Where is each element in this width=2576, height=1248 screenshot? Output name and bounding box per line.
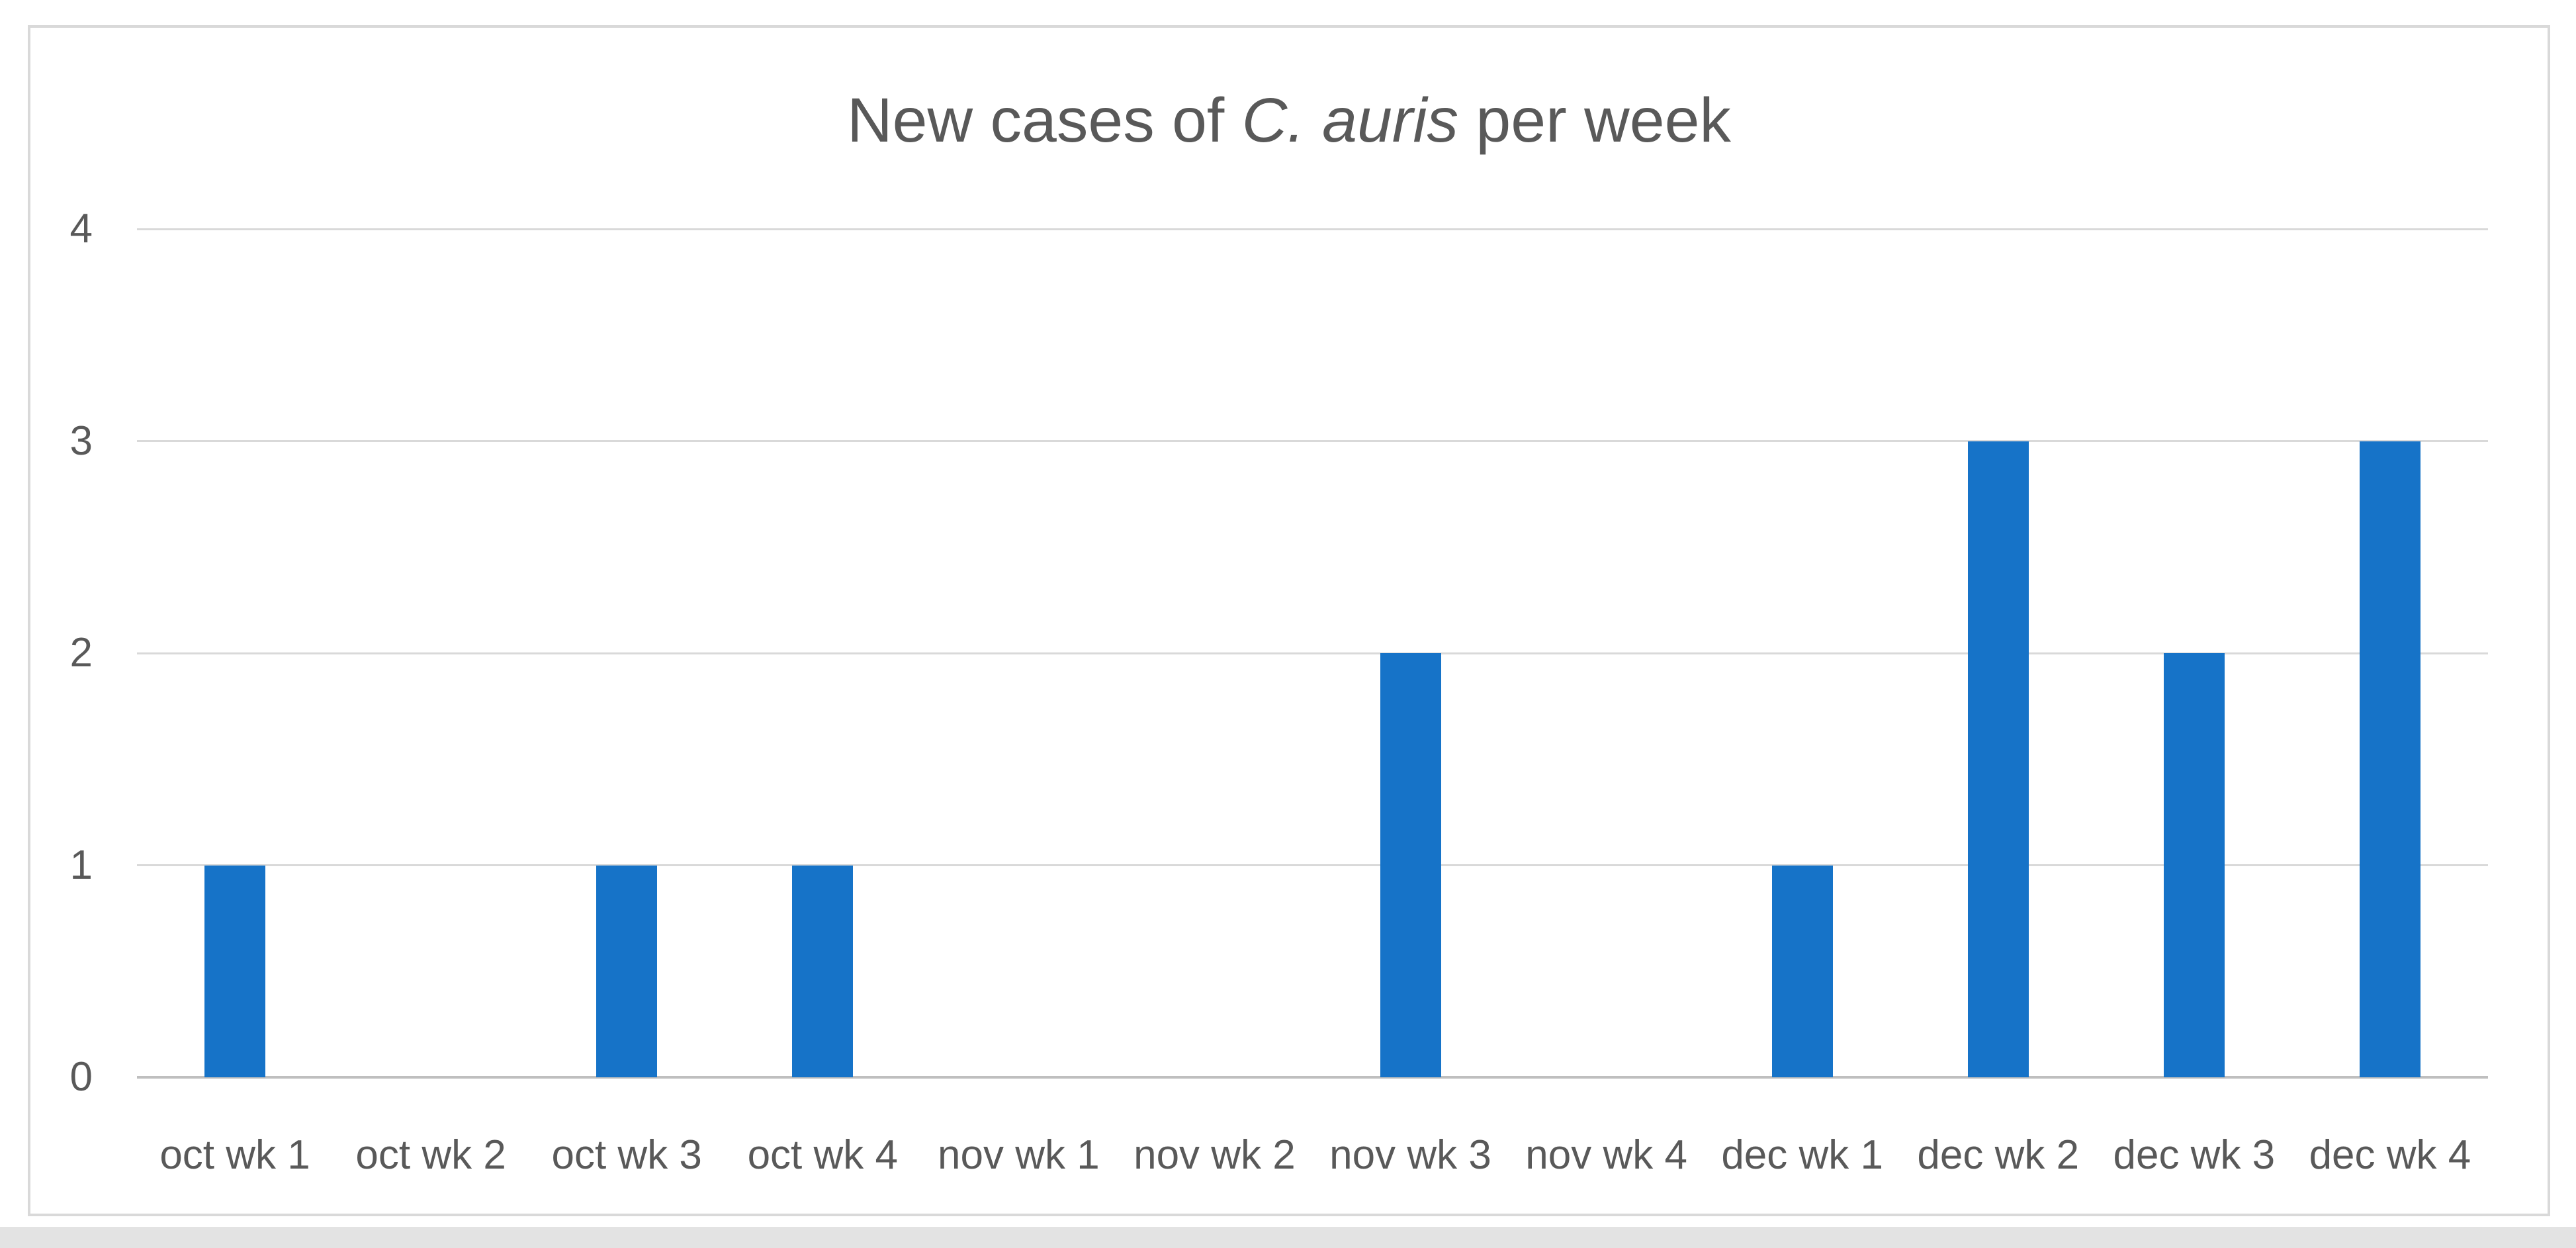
x-tick-label-oct-wk-2: oct wk 2 — [355, 1132, 506, 1178]
y-tick-label-3: 3 — [69, 418, 93, 464]
chart-title-suffix: per week — [1458, 85, 1731, 156]
x-tick-label-dec-wk-2: dec wk 2 — [1917, 1132, 2080, 1178]
x-tick-label-oct-wk-3: oct wk 3 — [551, 1132, 702, 1178]
chart-title: New cases of C. auris per week — [30, 81, 2548, 160]
bar-nov-wk-3 — [1380, 653, 1441, 1077]
x-tick-label-oct-wk-4: oct wk 4 — [747, 1132, 898, 1178]
chart-title-italic-species: C. auris — [1241, 85, 1459, 156]
y-tick-label-2: 2 — [69, 630, 93, 676]
screenshot-bottom-edge-strip — [0, 1227, 2576, 1248]
x-axis: oct wk 1 oct wk 2 oct wk 3 oct wk 4 nov wk 1… — [137, 1132, 2488, 1179]
y-tick-label-4: 4 — [69, 206, 93, 251]
x-tick-label-dec-wk-1: dec wk 1 — [1721, 1132, 1883, 1178]
bar-dec-wk-1 — [1771, 865, 1833, 1077]
x-tick-label-oct-wk-1: oct wk 1 — [159, 1132, 310, 1178]
x-axis-baseline — [137, 1076, 2488, 1079]
bar-oct-wk-3 — [596, 865, 658, 1077]
x-tick-label-nov-wk-2: nov wk 2 — [1133, 1132, 1296, 1178]
x-tick-label-nov-wk-4: nov wk 4 — [1525, 1132, 1687, 1178]
x-tick-label-nov-wk-3: nov wk 3 — [1329, 1132, 1491, 1178]
bar-oct-wk-1 — [204, 865, 266, 1077]
x-tick-label-dec-wk-3: dec wk 3 — [2113, 1132, 2276, 1178]
bar-dec-wk-2 — [1967, 441, 2029, 1077]
gridline-y-2 — [137, 652, 2488, 654]
bar-dec-wk-3 — [2163, 653, 2225, 1077]
plot-area — [137, 228, 2488, 1079]
y-tick-label-0: 0 — [69, 1054, 93, 1100]
y-tick-label-1: 1 — [69, 842, 93, 888]
chart-title-prefix: New cases of — [847, 85, 1242, 156]
bar-dec-wk-4 — [2359, 441, 2421, 1077]
x-tick-label-nov-wk-1: nov wk 1 — [938, 1132, 1100, 1178]
gridline-y-4 — [137, 228, 2488, 230]
bar-oct-wk-4 — [792, 865, 854, 1077]
x-tick-label-dec-wk-4: dec wk 4 — [2309, 1132, 2471, 1178]
gridline-y-1 — [137, 864, 2488, 866]
gridline-y-3 — [137, 440, 2488, 442]
